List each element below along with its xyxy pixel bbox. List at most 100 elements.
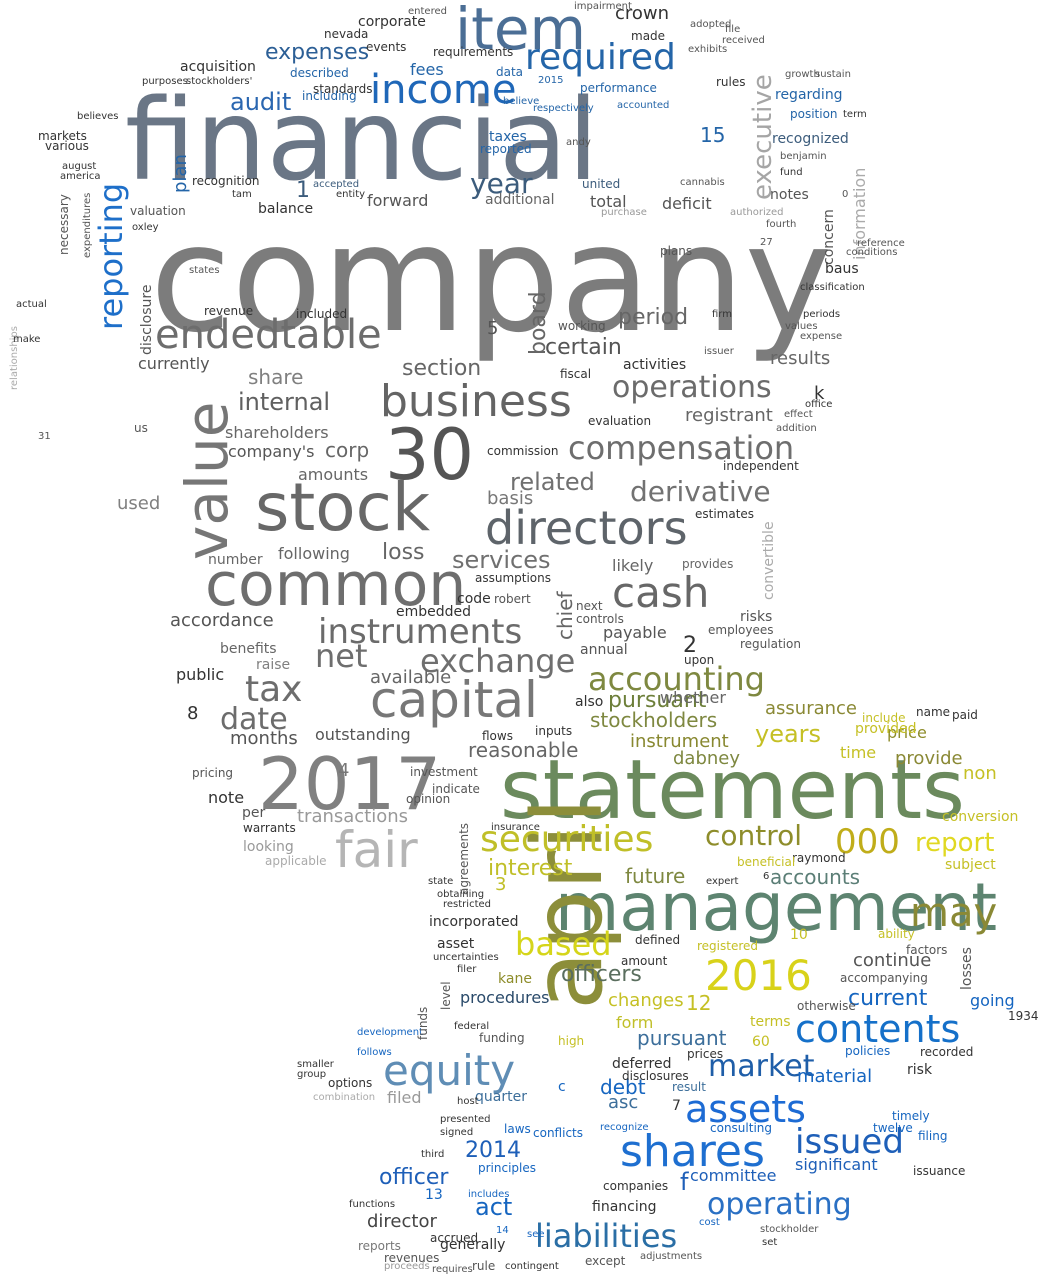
cloud-word: net [315, 637, 368, 675]
cloud-word: standards [313, 82, 373, 96]
cloud-word: 2 [683, 633, 697, 658]
cloud-word: following [278, 544, 350, 563]
cloud-word: issuer [704, 346, 734, 357]
cloud-word: expert [706, 876, 739, 887]
cloud-word: transactions [297, 806, 409, 827]
cloud-word: total [590, 192, 627, 211]
cloud-word: acquisition [180, 59, 256, 75]
cloud-word: development [357, 1027, 423, 1038]
cloud-word: services [452, 546, 551, 574]
cloud-word: future [625, 864, 686, 888]
cloud-word: restricted [443, 899, 491, 910]
cloud-word: follows [357, 1047, 392, 1058]
cloud-word: per [242, 805, 266, 821]
cloud-word: risk [907, 1062, 933, 1078]
cloud-word: act [475, 1193, 513, 1221]
cloud-word: pursuant [637, 1026, 727, 1050]
cloud-word: prices [687, 1047, 724, 1061]
cloud-word: audit [230, 88, 292, 116]
cloud-word: growth [785, 69, 820, 80]
cloud-word: consulting [710, 1121, 772, 1135]
cloud-word: filer [457, 964, 477, 975]
cloud-word: expense [800, 331, 843, 342]
cloud-word: kane [498, 971, 532, 987]
cloud-word: taxes [489, 129, 527, 145]
cloud-word: robert [494, 592, 531, 606]
cloud-word: working [558, 319, 606, 333]
cloud-word: fund [780, 167, 803, 178]
cloud-word: periods [803, 309, 841, 320]
cloud-word: host [457, 1096, 479, 1107]
cloud-word: date [220, 702, 288, 737]
cloud-word: include [862, 711, 906, 725]
cloud-word: reasonable [468, 738, 579, 762]
cloud-word: asset [437, 936, 475, 952]
cloud-word: markets [38, 129, 87, 143]
cloud-word: issued [795, 1122, 904, 1162]
cloud-word: companies [603, 1179, 669, 1193]
cloud-word: used [117, 493, 161, 514]
cloud-word: internal [238, 388, 331, 416]
cloud-word: accordance [170, 610, 274, 631]
cloud-word: proceeds [384, 1261, 430, 1272]
cloud-word: reporting [92, 182, 130, 330]
cloud-word: debt [600, 1075, 646, 1099]
cloud-word: quarter [475, 1089, 527, 1105]
cloud-word: 1 [296, 178, 310, 203]
cloud-word: 6 [763, 871, 770, 882]
cloud-word: flows [482, 729, 513, 743]
cloud-word: derivative [630, 475, 771, 508]
cloud-word: estimates [695, 507, 755, 521]
cloud-word: oxley [132, 222, 159, 233]
cloud-word: obtaining [437, 889, 485, 900]
cloud-word: board [526, 291, 551, 355]
cloud-word: funds [416, 1006, 430, 1040]
cloud-word: section [402, 356, 482, 381]
cloud-word: 2014 [465, 1138, 521, 1163]
cloud-word: also [575, 694, 604, 710]
cloud-word: office [805, 399, 833, 410]
cloud-word: investment [410, 765, 478, 779]
cloud-word: stockholders [590, 708, 718, 732]
cloud-word: expenditures [82, 192, 93, 258]
cloud-word: 3 [495, 874, 507, 895]
cloud-word: 12 [686, 991, 712, 1015]
cloud-word: believe [503, 96, 540, 107]
cloud-word: forward [367, 191, 429, 210]
cloud-word: filed [387, 1088, 422, 1107]
cloud-word: otherwise [797, 999, 856, 1013]
cloud-word: necessary [57, 194, 71, 255]
cloud-word: looking [243, 839, 294, 855]
cloud-word: terms [750, 1014, 791, 1030]
cloud-word: disclosures [622, 1069, 689, 1083]
cloud-word: group [297, 1069, 327, 1080]
cloud-word: f [680, 1168, 689, 1196]
cloud-word: changes [608, 990, 684, 1011]
cloud-word: financial [125, 76, 599, 206]
cloud-word: purchase [601, 207, 647, 218]
cloud-word: rules [716, 75, 746, 89]
cloud-word: high [558, 1034, 585, 1048]
cloud-word: significant [795, 1155, 878, 1174]
cloud-word: timely [892, 1109, 930, 1123]
cloud-word: share [248, 365, 304, 389]
cloud-word: impairment [574, 1, 632, 12]
cloud-word: authorized [730, 207, 784, 218]
cloud-word: fair [335, 821, 418, 879]
cloud-word: third [421, 1149, 445, 1160]
cloud-word: period [618, 305, 689, 330]
cloud-word: capital [370, 671, 538, 729]
cloud-word: 10 [790, 927, 808, 943]
cloud-word: position [790, 107, 838, 121]
cloud-word: commission [487, 444, 559, 458]
cloud-word: 14 [496, 1225, 509, 1236]
cloud-word: benefits [220, 641, 277, 657]
cloud-word: market [708, 1049, 815, 1084]
cloud-word: set [762, 1237, 778, 1248]
cloud-word: reference [857, 238, 905, 249]
cloud-word: 31 [38, 431, 51, 442]
cloud-word: rule [472, 1259, 496, 1273]
cloud-word: fourth [766, 219, 797, 230]
cloud-word: procedures [460, 988, 550, 1007]
